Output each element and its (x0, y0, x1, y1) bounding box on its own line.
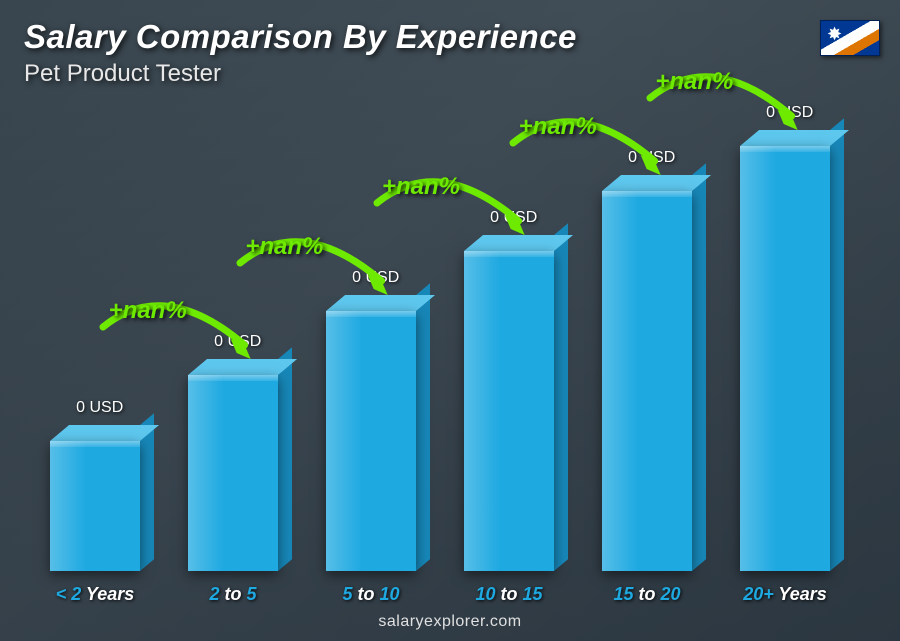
delta-label: +nan% (519, 113, 597, 141)
marshall-islands-flag-icon: ✸ (820, 20, 880, 56)
delta-label: +nan% (245, 233, 323, 261)
bar: 0 USD (188, 375, 278, 571)
infographic-canvas: Salary Comparison By Experience Pet Prod… (0, 0, 900, 641)
bar-group: 0 USD10 to 15 (444, 251, 574, 571)
delta-label: +nan% (382, 173, 460, 201)
bar-group: 0 USD< 2 Years (30, 441, 160, 571)
bar-value-label: 0 USD (352, 269, 399, 287)
bar-value-label: 0 USD (490, 209, 537, 227)
x-category-label: 2 to 5 (209, 584, 256, 605)
page-title: Salary Comparison By Experience (24, 18, 820, 56)
bar: 0 USD (50, 441, 140, 571)
bar-value-label: 0 USD (76, 399, 123, 417)
delta-label: +nan% (109, 297, 187, 325)
bar-chart: 0 USD< 2 Years0 USD2 to 50 USD5 to 100 U… (30, 141, 850, 571)
x-category-label: 5 to 10 (342, 584, 399, 605)
bar-value-label: 0 USD (766, 104, 813, 122)
x-category-label: 20+ Years (743, 584, 827, 605)
footer-attribution: salaryexplorer.com (0, 613, 900, 631)
bar-value-label: 0 USD (214, 333, 261, 351)
flag-star-icon: ✸ (827, 25, 845, 43)
bar: 0 USD (464, 251, 554, 571)
x-category-label: < 2 Years (56, 584, 135, 605)
x-category-label: 10 to 15 (475, 584, 542, 605)
bar-group: 0 USD2 to 5 (168, 375, 298, 571)
x-category-label: 15 to 20 (613, 584, 680, 605)
bar-group: 0 USD15 to 20 (582, 191, 712, 571)
bar-value-label: 0 USD (628, 149, 675, 167)
bar-group: 0 USD5 to 10 (306, 311, 436, 571)
bar-group: 0 USD20+ Years (720, 146, 850, 571)
delta-label: +nan% (655, 68, 733, 96)
bar: 0 USD (740, 146, 830, 571)
bar: 0 USD (602, 191, 692, 571)
bar: 0 USD (326, 311, 416, 571)
